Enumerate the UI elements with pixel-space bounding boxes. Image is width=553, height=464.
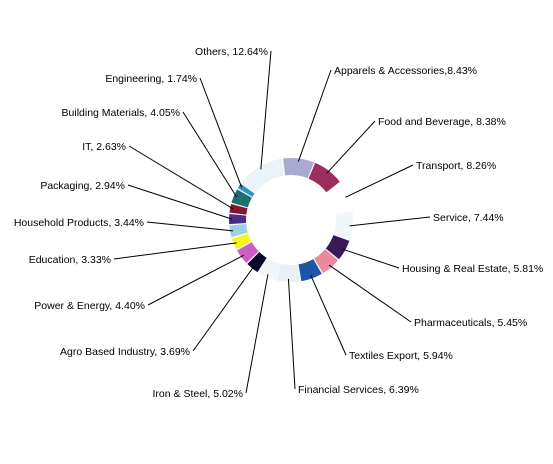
slice-label: Pharmaceuticals, 5.45% <box>414 317 527 329</box>
slice-label: Others, 12.64% <box>195 46 268 58</box>
donut-slice <box>325 235 350 260</box>
leader-line <box>182 111 238 198</box>
slice-label: Housing & Real Estate, 5.81% <box>402 263 543 275</box>
slice-label: IT, 2.63% <box>82 141 126 153</box>
leader-line <box>192 265 255 352</box>
donut-slice <box>247 251 267 273</box>
slice-label: Engineering, 1.74% <box>105 73 197 85</box>
leader-line <box>328 264 412 323</box>
leader-line <box>349 216 431 227</box>
donut-slice <box>314 249 339 274</box>
donut-slice <box>231 233 252 250</box>
donut-slice <box>308 162 340 193</box>
donut-slice <box>229 223 248 238</box>
leader-line <box>326 120 376 174</box>
slice-label: Household Products, 3.44% <box>14 217 144 229</box>
leader-line <box>297 69 332 162</box>
leader-line <box>128 145 234 210</box>
donut-slice <box>237 242 259 264</box>
donut-slice <box>229 214 247 225</box>
leader-line <box>199 77 243 188</box>
donut-slice <box>229 203 248 215</box>
donut-slice <box>276 263 301 282</box>
donut-slices <box>229 158 353 282</box>
slice-label: Financial Services, 6.39% <box>298 384 419 396</box>
slice-label: Building Materials, 4.05% <box>62 107 180 119</box>
donut-slice <box>298 259 322 282</box>
slice-label: Apparels & Accessories,8.43% <box>334 65 477 77</box>
donut-slice <box>283 158 314 179</box>
slice-label: Food and Beverage, 8.38% <box>378 116 506 128</box>
slice-label: Transport, 8.26% <box>416 160 496 172</box>
leader-line <box>310 275 347 356</box>
leader-line <box>113 242 237 260</box>
donut-slice <box>333 212 353 240</box>
slice-label: Power & Energy, 4.40% <box>34 300 145 312</box>
leader-line <box>345 164 414 198</box>
slice-label: Agro Based Industry, 3.69% <box>60 346 190 358</box>
leader-line <box>146 221 234 232</box>
leader-line <box>287 278 296 390</box>
donut-slice <box>241 158 285 193</box>
leader-line <box>127 184 233 220</box>
leader-line <box>245 274 269 394</box>
donut-slice <box>231 189 252 208</box>
leader-lines <box>113 50 431 394</box>
leader-line <box>260 50 272 170</box>
donut-slice <box>327 182 353 214</box>
donut-slice <box>258 258 280 280</box>
leader-line <box>342 248 400 269</box>
leader-line <box>147 254 244 306</box>
slice-label: Iron & Steel, 5.02% <box>153 388 243 400</box>
slice-labels: Apparels & Accessories,8.43% Food and Bev… <box>14 46 543 400</box>
slice-label: Service, 7.44% <box>433 212 504 224</box>
slice-label: Education, 3.33% <box>29 254 111 266</box>
slice-label: Packaging, 2.94% <box>40 180 125 192</box>
slice-label: Textiles Export, 5.94% <box>349 350 453 362</box>
